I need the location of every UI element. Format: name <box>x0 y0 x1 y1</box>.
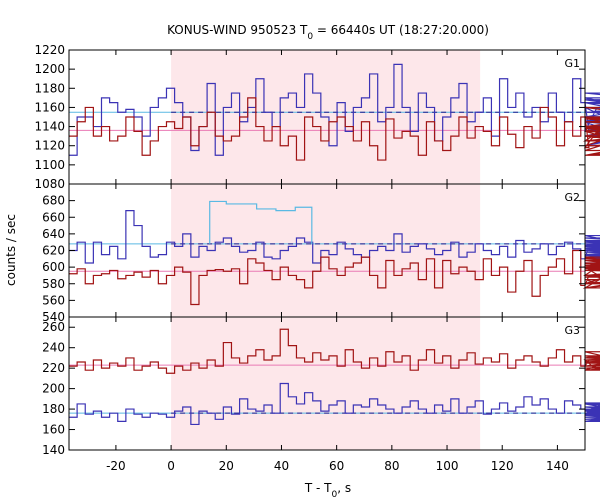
y-tick-label: 600 <box>42 260 65 274</box>
y-tick-label: 1220 <box>34 43 65 57</box>
x-tick-label: 100 <box>436 459 459 473</box>
panel-g3: 140 160 180 200 220 240 260 G3 <box>42 316 600 457</box>
x-tick-label: 40 <box>274 459 289 473</box>
y-tick-label: 1140 <box>34 120 65 134</box>
y-tick-label: 200 <box>42 382 65 396</box>
y-tick-label: 1200 <box>34 62 65 76</box>
y-tick-label: 540 <box>42 310 65 324</box>
y-tick-label: 560 <box>42 293 65 307</box>
x-axis-title: T - T0, s <box>304 481 351 500</box>
panel-g1: 1080 1100 1120 1140 1160 1180 1200 1220 G1 <box>34 43 600 191</box>
x-tick-label: 80 <box>384 459 399 473</box>
y-tick-label: 240 <box>42 341 65 355</box>
chart-title: KONUS-WIND 950523 T0 = 66440s UT (18:27:… <box>167 23 489 42</box>
panel-g2: 540 560 580 600 620 640 660 680 G2 <box>42 183 600 324</box>
series-red-step-line <box>69 328 600 374</box>
series-blue-step-line <box>69 382 600 426</box>
y-tick-label: 1100 <box>34 158 65 172</box>
pulse-step-line <box>209 200 313 244</box>
x-tick-label: 140 <box>546 459 569 473</box>
x-tick-label: 60 <box>329 459 344 473</box>
y-tick-label: 140 <box>42 443 65 457</box>
y-tick-label: 1120 <box>34 139 65 153</box>
y-tick-label: 580 <box>42 277 65 291</box>
panel-label: G3 <box>564 324 580 337</box>
y-axis-title: counts / sec <box>4 214 18 286</box>
x-tick-label: 120 <box>491 459 514 473</box>
panel-label: G2 <box>564 191 580 204</box>
panel-label: G1 <box>564 57 580 70</box>
series-blue-step-line <box>69 210 600 264</box>
x-tick-label: -20 <box>106 459 126 473</box>
y-tick-label: 220 <box>42 361 65 375</box>
y-tick-label: 1080 <box>34 177 65 191</box>
panel-frame <box>68 316 586 451</box>
x-tick-label: 20 <box>219 459 234 473</box>
y-tick-label: 160 <box>42 423 65 437</box>
y-tick-label: 640 <box>42 227 65 241</box>
series-red-step-line <box>69 97 600 161</box>
panels-group: 10801100112011401160118012001220G1540560… <box>34 43 600 473</box>
series-red-step-line <box>69 249 600 306</box>
y-tick-label: 620 <box>42 244 65 258</box>
y-tick-label: 1160 <box>34 100 65 114</box>
y-tick-label: 1180 <box>34 81 65 95</box>
y-tick-label: 260 <box>42 320 65 334</box>
y-tick-label: 660 <box>42 210 65 224</box>
x-tick-label: 0 <box>167 459 175 473</box>
y-tick-label: 180 <box>42 402 65 416</box>
y-tick-label: 680 <box>42 194 65 208</box>
